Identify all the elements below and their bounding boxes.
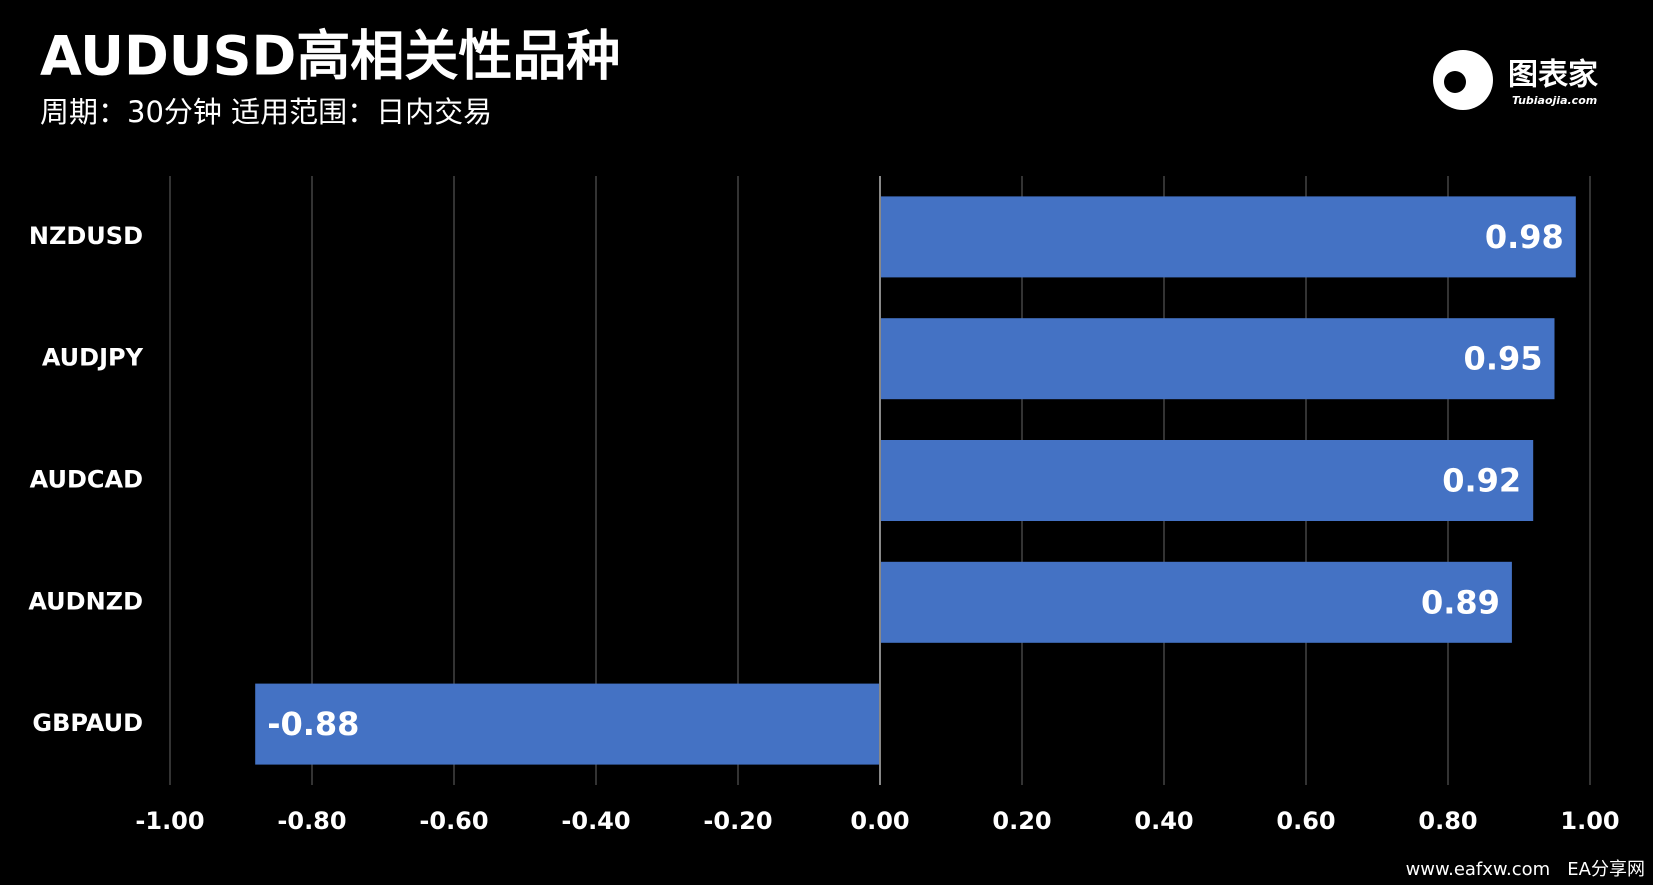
data-label: 0.98 [1485,218,1564,256]
x-tick-label: 1.00 [1560,807,1619,835]
bar [255,683,880,765]
y-tick-label: NZDUSD [29,222,143,250]
bar [880,561,1512,643]
x-tick-label: -0.40 [561,807,630,835]
logo-url: Tubiaojia.com [1512,94,1597,107]
data-label: 0.95 [1464,340,1543,378]
x-tick-label: 0.40 [1134,807,1193,835]
bar [880,318,1555,400]
logo: 图表家 Tubiaojia.com [1433,50,1598,110]
logo-icon-eye [1444,71,1466,93]
y-tick-label: AUDNZD [28,587,143,615]
x-tick-label: 0.00 [850,807,909,835]
x-tick-label: 0.80 [1418,807,1477,835]
y-tick-label: AUDJPY [42,344,144,372]
chart-title: AUDUSD高相关性品种 [40,25,620,88]
data-label: 0.89 [1421,583,1500,621]
y-tick-label: GBPAUD [32,709,143,737]
x-tick-label: 0.20 [992,807,1051,835]
chart-subtitle: 周期：30分钟 适用范围：日内交易 [40,95,492,129]
bar [880,196,1576,278]
bar [880,440,1534,521]
x-tick-label: -1.00 [135,807,204,835]
x-tick-label: -0.80 [277,807,346,835]
watermark: www.eafxw.com EA分享网 [1406,859,1645,880]
x-tick-label: 0.60 [1276,807,1335,835]
logo-name: 图表家 [1508,58,1598,93]
data-label: -0.88 [267,705,359,743]
data-label: 0.92 [1442,462,1521,500]
x-tick-label: -0.20 [703,807,772,835]
x-tick-label: -0.60 [419,807,488,835]
y-tick-label: AUDCAD [30,466,143,494]
